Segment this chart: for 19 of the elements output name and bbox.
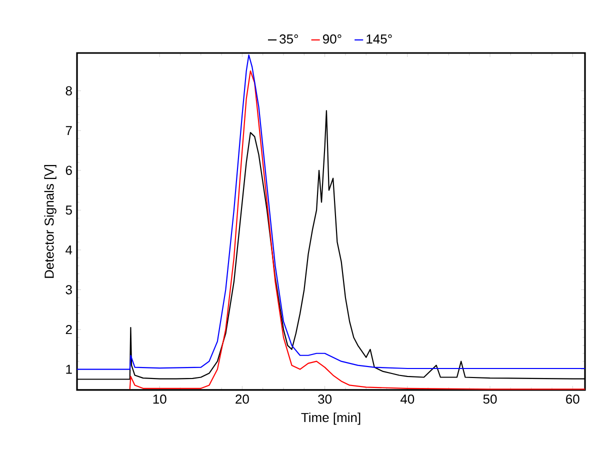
- x-tick-label: 40: [400, 394, 414, 404]
- y-tick-label: 2: [66, 324, 72, 334]
- legend-label: 35°: [280, 34, 298, 44]
- x-tick-label: 10: [153, 394, 166, 404]
- x-tick-label: 20: [236, 394, 249, 404]
- x-axis-title: Time [min]: [301, 412, 360, 425]
- y-tick-label: 3: [66, 285, 72, 294]
- legend-label: 90°: [322, 34, 342, 44]
- x-tick-label: 30: [318, 394, 332, 404]
- y-tick-label: 5: [66, 206, 72, 215]
- legend-label: 145°: [366, 34, 392, 44]
- y-tick-label: 6: [66, 166, 72, 175]
- y-tick-label: 8: [66, 86, 72, 96]
- y-tick-label: 4: [66, 245, 72, 254]
- x-tick-label: 60: [566, 394, 580, 404]
- y-tick-label: 7: [66, 126, 72, 136]
- x-tick-label: 50: [483, 394, 497, 404]
- y-axis-title: Detector Signals [V]: [44, 165, 56, 278]
- y-tick-label: 1: [66, 364, 72, 374]
